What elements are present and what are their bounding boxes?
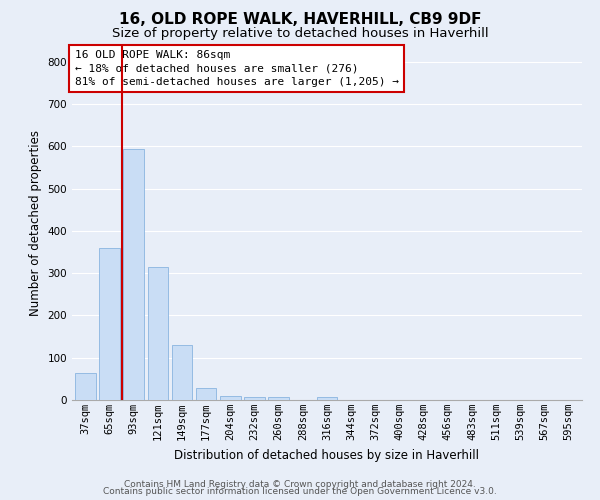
Bar <box>148 267 168 400</box>
Bar <box>99 248 120 400</box>
X-axis label: Distribution of detached houses by size in Haverhill: Distribution of detached houses by size … <box>175 448 479 462</box>
Text: Contains public sector information licensed under the Open Government Licence v3: Contains public sector information licen… <box>103 487 497 496</box>
Text: Size of property relative to detached houses in Haverhill: Size of property relative to detached ho… <box>112 28 488 40</box>
Y-axis label: Number of detached properties: Number of detached properties <box>29 130 42 316</box>
Bar <box>220 396 241 400</box>
Bar <box>124 148 144 400</box>
Text: 16 OLD ROPE WALK: 86sqm
← 18% of detached houses are smaller (276)
81% of semi-d: 16 OLD ROPE WALK: 86sqm ← 18% of detache… <box>74 50 398 86</box>
Bar <box>75 372 95 400</box>
Text: Contains HM Land Registry data © Crown copyright and database right 2024.: Contains HM Land Registry data © Crown c… <box>124 480 476 489</box>
Bar <box>244 396 265 400</box>
Bar <box>317 396 337 400</box>
Text: 16, OLD ROPE WALK, HAVERHILL, CB9 9DF: 16, OLD ROPE WALK, HAVERHILL, CB9 9DF <box>119 12 481 28</box>
Bar <box>268 396 289 400</box>
Bar <box>196 388 217 400</box>
Bar <box>172 345 192 400</box>
